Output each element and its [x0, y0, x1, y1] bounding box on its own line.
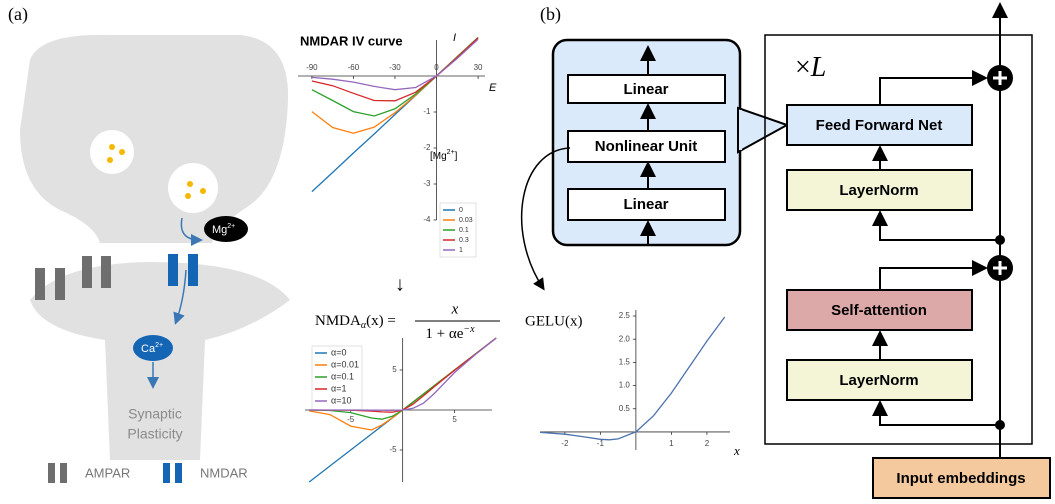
layer-label: Nonlinear Unit	[595, 138, 698, 155]
ca-label: Ca2+	[141, 342, 163, 355]
ampar	[35, 256, 111, 300]
y-tick-label: -1	[423, 107, 431, 116]
legend-label: 0	[459, 207, 463, 214]
legend-label: α=0.01	[331, 359, 359, 369]
x-tick-label: 2	[705, 439, 710, 448]
vesicle	[90, 130, 134, 174]
legend-label: AMPAR	[85, 465, 130, 480]
legend-label: α=10	[331, 395, 351, 405]
plasticity-label: Plasticity	[127, 426, 182, 442]
formula-num: x	[451, 301, 459, 317]
formula: NMDAα(x) =	[315, 313, 396, 331]
ca-ion	[133, 335, 173, 361]
legend-label: 0.1	[459, 227, 469, 234]
x-tick-label: 5	[452, 415, 457, 424]
x-tick-label: -30	[389, 63, 401, 72]
nmdar	[168, 254, 198, 286]
legend-label: α=0.1	[331, 371, 354, 381]
x-tick-label: -1	[597, 439, 605, 448]
line	[311, 37, 479, 134]
y-tick-label: 1.0	[619, 381, 631, 390]
block-frame	[764, 34, 1033, 445]
mg-label: Mg2+	[212, 223, 235, 236]
legend-title: [Mg2+]	[430, 149, 458, 162]
block-label: Self-attention	[831, 302, 927, 319]
formula-den: 1 + αe−x	[425, 324, 475, 342]
x-tick-label: -60	[348, 63, 360, 72]
vesicle	[168, 163, 218, 213]
y-tick-label: -3	[423, 179, 431, 188]
y-tick-label: 0.5	[619, 404, 631, 413]
release-arrow	[180, 217, 203, 246]
y-tick-label: 2.5	[619, 311, 631, 320]
mg-ion	[204, 216, 248, 242]
input-label: Input embeddings	[896, 470, 1025, 487]
x-label: x	[733, 443, 740, 458]
panel-label: (a)	[8, 4, 28, 25]
y-tick-label: 1.5	[619, 357, 631, 366]
x-tick-label: 0	[434, 63, 439, 72]
callout	[737, 106, 790, 154]
y-tick-label: -5	[390, 445, 398, 454]
arrow: ↓	[395, 273, 405, 295]
legend-label: α=1	[331, 383, 346, 393]
x-tick-label: -5	[347, 415, 355, 424]
add-node	[987, 65, 1013, 281]
legend-label: 0.3	[459, 237, 469, 244]
y-tick-label: -2	[423, 143, 431, 152]
repeat-label: ×L	[795, 52, 826, 83]
block-label: Feed Forward Net	[816, 117, 943, 134]
chart-title: GELU(x)	[525, 313, 582, 329]
y-tick-label: 5	[392, 365, 397, 374]
line	[311, 38, 479, 91]
x-tick-label: 1	[669, 439, 674, 448]
block-label: LayerNorm	[839, 182, 918, 199]
x-label: E	[489, 82, 497, 94]
postsynaptic	[30, 262, 290, 460]
line	[309, 337, 497, 411]
chart-title: NMDAR IV curve	[300, 33, 403, 48]
block-label: LayerNorm	[839, 372, 918, 389]
layer-label: Linear	[623, 81, 668, 98]
legend-label: NMDAR	[200, 465, 248, 480]
layer-label: Linear	[623, 196, 668, 213]
y-label: I	[453, 32, 456, 44]
panel-label: (b)	[540, 4, 561, 25]
x-tick-label: -2	[561, 439, 569, 448]
line	[539, 316, 726, 441]
influx-arrow	[173, 269, 187, 325]
x-tick-label: 30	[474, 63, 483, 72]
x-tick-label: -90	[306, 63, 318, 72]
legend-label: 0.03	[459, 217, 473, 224]
legend-label: 1	[459, 247, 463, 254]
y-tick-label: -4	[423, 215, 431, 224]
zoom-arrow	[520, 147, 571, 291]
y-tick-label: 2.0	[619, 334, 631, 343]
plasticity-label: Synaptic	[128, 406, 182, 422]
presynaptic	[20, 34, 289, 244]
legend-label: α=0	[331, 347, 346, 357]
